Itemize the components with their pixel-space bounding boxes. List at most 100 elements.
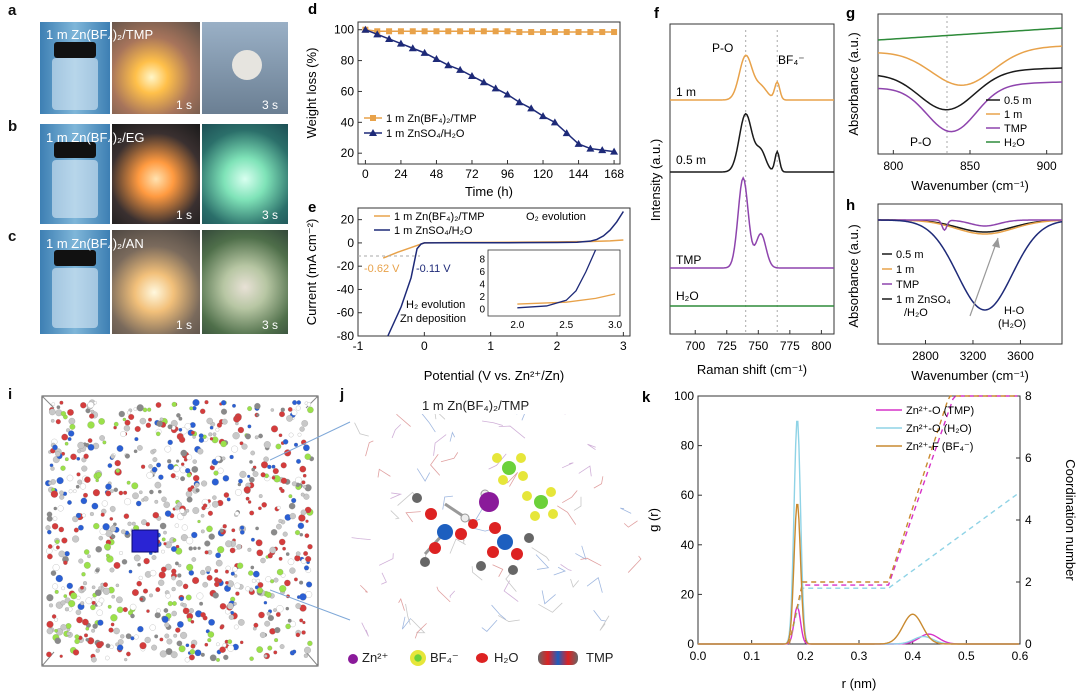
md-atom <box>142 588 148 594</box>
md-atom <box>156 420 163 427</box>
e-inset-line <box>517 293 616 305</box>
chart-k-xlabel: r (nm) <box>842 676 877 691</box>
md-atom <box>297 522 305 529</box>
j-wire <box>449 538 466 554</box>
md-atom <box>177 563 182 568</box>
solvation-structure <box>351 414 642 639</box>
chart-g-leg-3: TMP <box>1004 123 1027 135</box>
chart-e-inset: 2.0 2.5 3.0 0 24 6 8 <box>479 249 622 331</box>
md-atom <box>76 472 81 477</box>
md-atom <box>303 653 308 658</box>
d-point <box>467 72 476 80</box>
md-atom <box>167 424 173 430</box>
j-wire <box>405 511 421 523</box>
chart-d-series <box>361 25 619 155</box>
md-atom <box>110 534 116 539</box>
md-atom <box>70 453 77 461</box>
md-atom <box>208 432 213 437</box>
j-wire <box>361 622 369 637</box>
chart-h-arrowhead <box>992 238 1000 248</box>
md-atom <box>204 540 211 547</box>
md-atom <box>61 433 69 441</box>
md-atom <box>154 634 159 639</box>
md-atom <box>99 435 105 441</box>
md-atom <box>70 592 78 600</box>
md-atom <box>247 424 252 429</box>
chart-d: d 0 24 48 72 96 120 144 168 20 40 60 80 100 Time (h)… <box>304 1 624 199</box>
md-atom <box>197 519 201 524</box>
md-atom <box>228 614 234 620</box>
md-atom <box>126 651 131 657</box>
panel-letter-k: k <box>642 389 651 406</box>
flame-photo-b <box>112 124 200 224</box>
chart-f-1m: 1 m <box>676 85 696 99</box>
md-atom <box>305 556 312 563</box>
md-atom <box>107 604 112 609</box>
chart-g-xlabel: Wavenumber (cm⁻¹) <box>911 178 1029 193</box>
e-ytick-label: 20 <box>341 213 355 227</box>
d-point <box>503 90 512 98</box>
chart-g: g 800 850 900 P-O 0.5 m 1 m TMP H₂O Wavenu… <box>846 5 1063 193</box>
f-xtick-label: 750 <box>748 339 768 353</box>
g-xtick-label: 800 <box>883 159 903 173</box>
md-atom <box>214 569 219 574</box>
md-atom <box>54 617 59 622</box>
md-atom <box>245 433 251 440</box>
e-inset-xtick: 2.5 <box>559 320 573 331</box>
f-spectrum <box>670 176 834 269</box>
md-atom <box>215 559 223 567</box>
panel-letter-g: g <box>846 5 855 22</box>
zoom-lines <box>270 421 351 621</box>
md-atom <box>278 556 283 561</box>
md-atom <box>227 644 235 652</box>
md-atom <box>207 510 213 516</box>
md-atom <box>271 425 279 433</box>
md-atom <box>256 578 260 583</box>
md-atom <box>189 649 196 655</box>
md-atom <box>78 524 84 531</box>
md-atom <box>97 619 104 626</box>
md-atom <box>263 654 268 658</box>
md-atom <box>280 477 287 484</box>
k-cn-line <box>788 493 1018 645</box>
d-point <box>528 29 535 36</box>
md-atom <box>77 479 83 485</box>
md-atom <box>301 420 309 427</box>
photo-b-t1: 1 s <box>176 208 193 222</box>
md-atom <box>178 416 183 421</box>
d-point <box>610 147 619 155</box>
md-atom <box>105 655 110 661</box>
md-atom <box>247 547 252 552</box>
md-atom <box>98 597 105 604</box>
d-point <box>433 28 440 35</box>
md-atom <box>134 425 141 432</box>
panel-letter-f: f <box>654 5 660 22</box>
md-atom <box>226 497 231 502</box>
j-wire <box>531 547 550 562</box>
md-atom <box>116 445 124 452</box>
md-atom <box>142 407 148 413</box>
md-atom <box>58 550 66 558</box>
md-atom <box>279 644 285 650</box>
md-atom <box>230 571 235 576</box>
md-atom <box>293 577 298 582</box>
md-atom <box>285 623 291 630</box>
md-atom <box>179 596 184 601</box>
md-atom <box>151 644 157 651</box>
md-atom <box>209 654 217 662</box>
md-atom <box>222 475 230 482</box>
chart-e-zn: Zn deposition <box>400 313 466 325</box>
md-atom <box>256 413 260 417</box>
md-atom <box>103 582 108 588</box>
md-atom <box>64 457 69 462</box>
md-atom <box>139 490 143 495</box>
md-atom <box>122 417 127 422</box>
md-atom <box>59 400 64 405</box>
md-atom <box>225 581 229 585</box>
md-atom <box>288 502 296 510</box>
md-atom <box>304 506 312 514</box>
j-wire <box>561 462 574 469</box>
md-atom <box>164 622 170 628</box>
panel-letter-j: j <box>340 386 345 403</box>
